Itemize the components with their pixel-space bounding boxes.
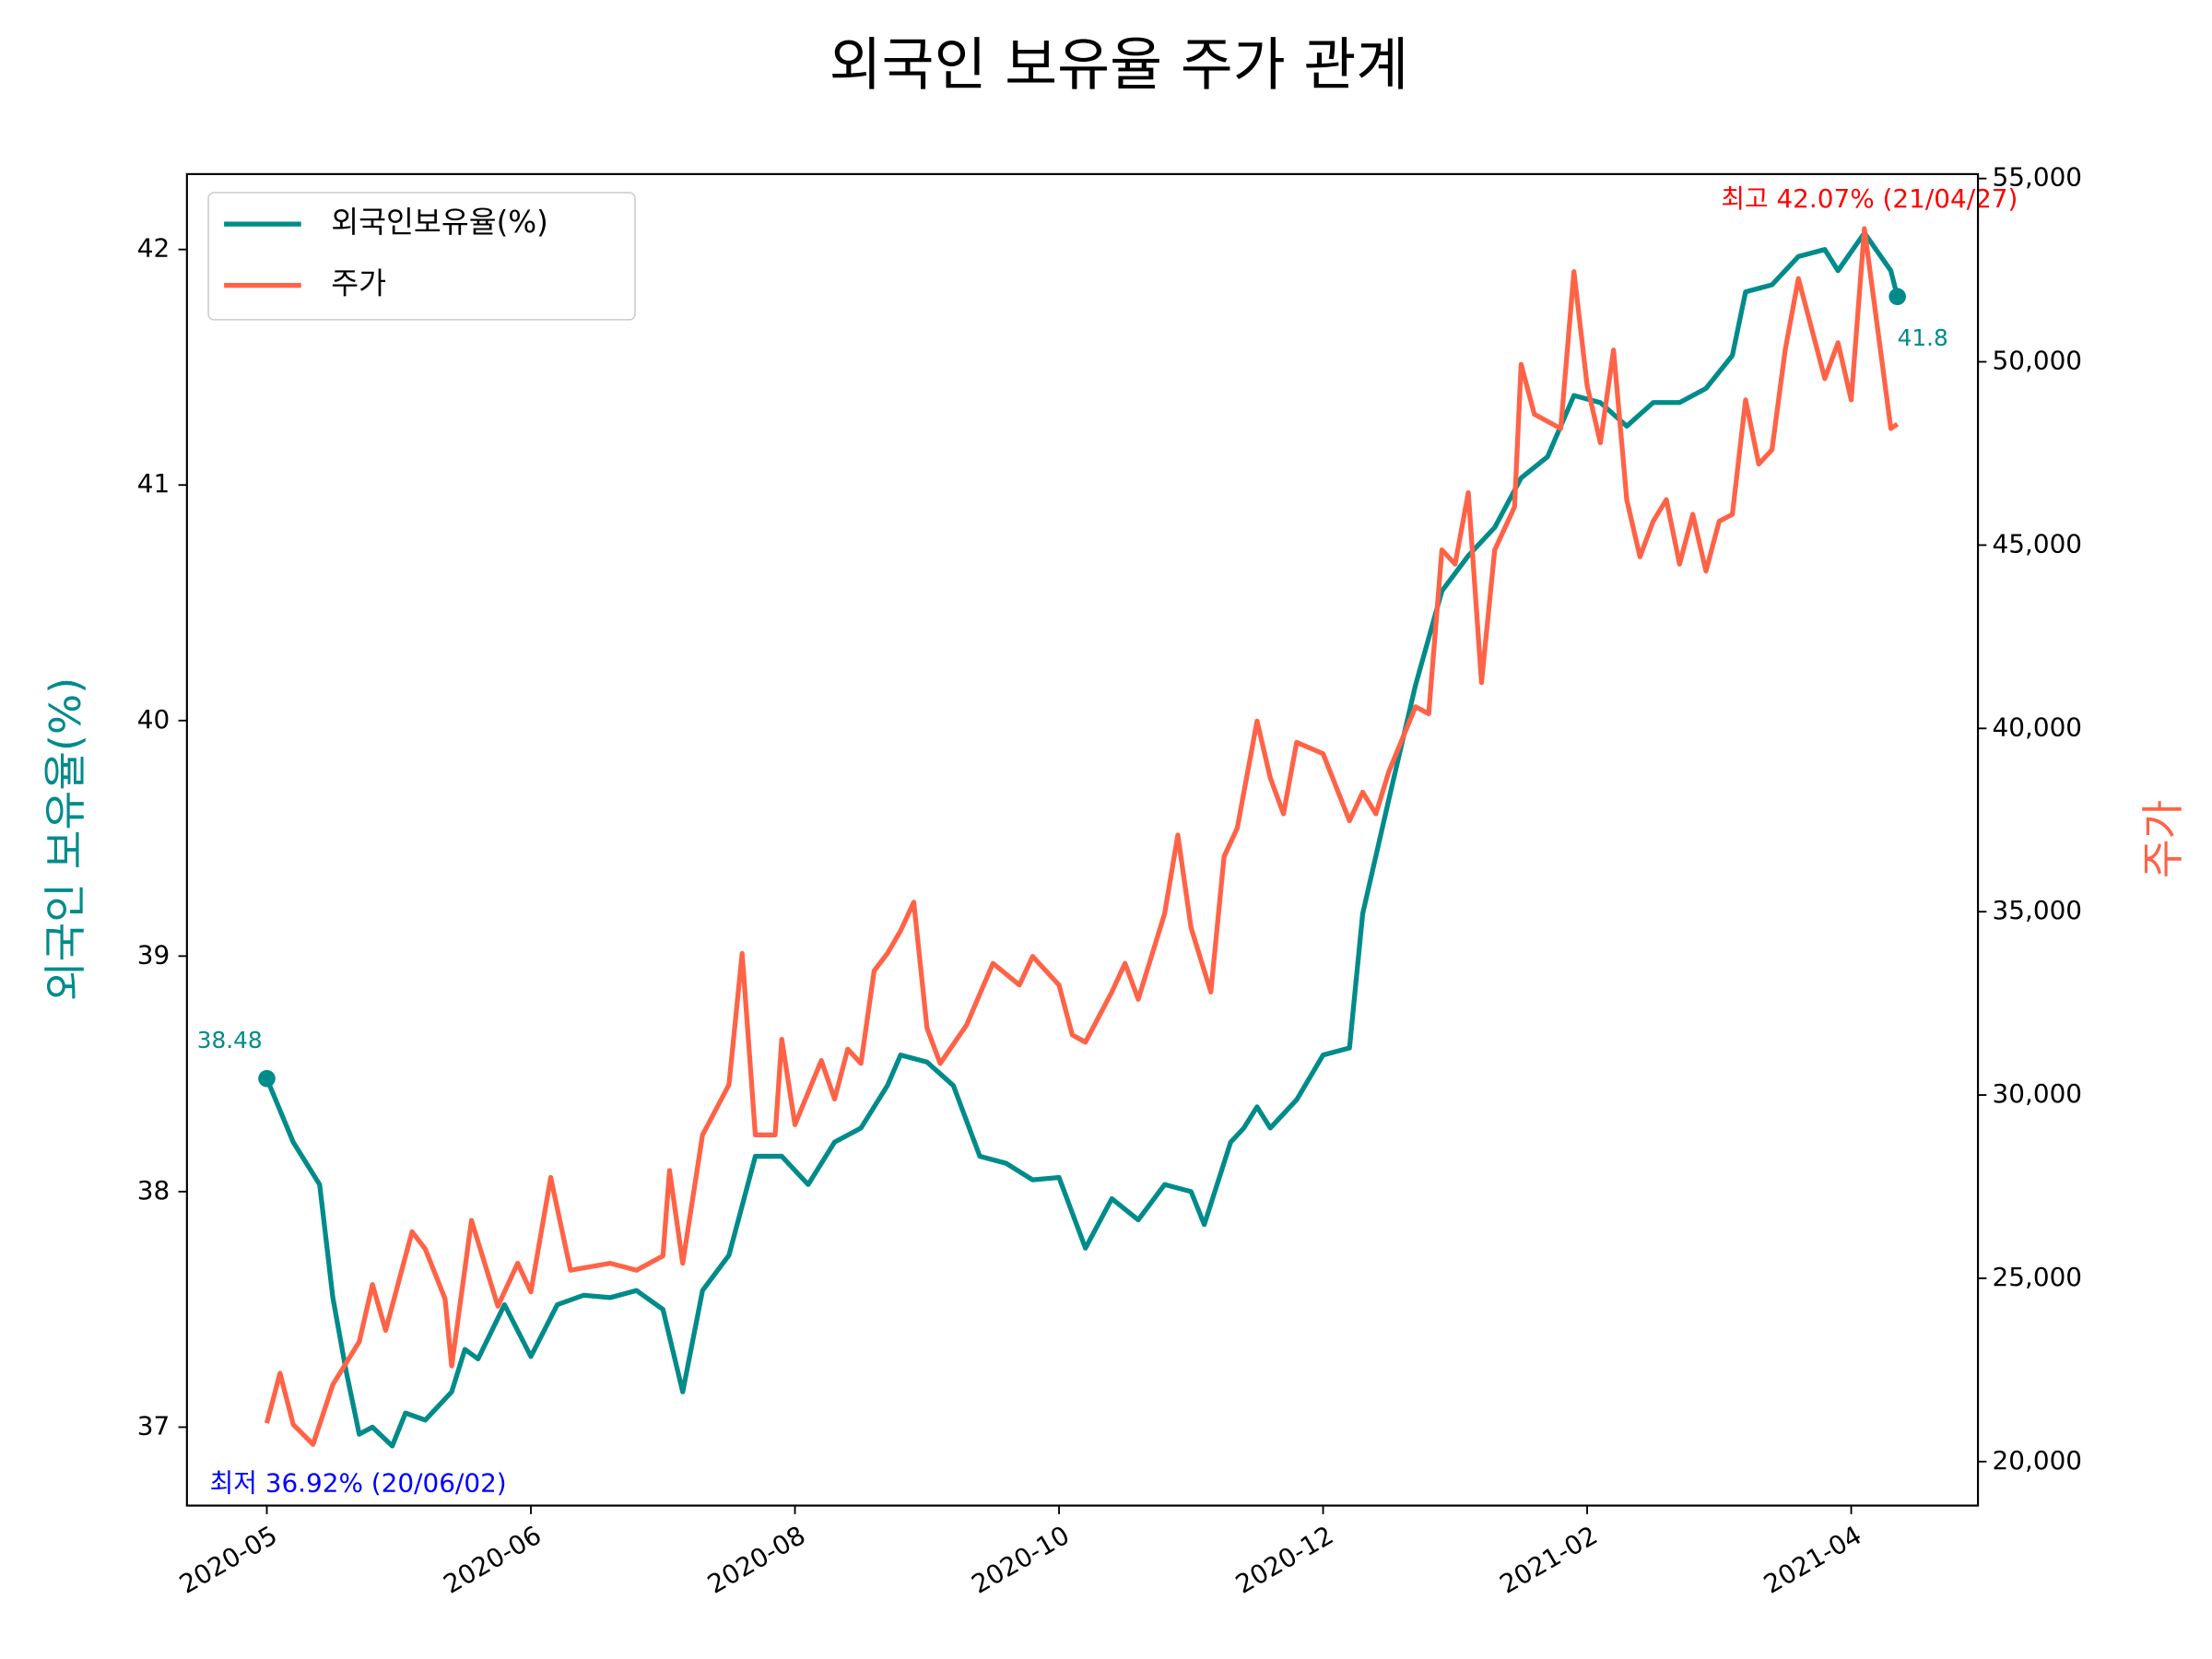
y2-tick-label: 25,000 <box>1993 1262 2082 1292</box>
y-axis-label: 외국인 보유율(%) <box>41 677 90 1001</box>
legend-label: 주가 <box>331 266 386 301</box>
x-tick-label: 2021-04 <box>1759 1520 1866 1600</box>
endpoint-label: 41.8 <box>1898 324 1948 351</box>
y-tick-label: 42 <box>137 233 170 264</box>
x-tick-label: 2020-12 <box>1230 1520 1338 1600</box>
legend-box <box>207 192 636 321</box>
x-tick-label: 2021-02 <box>1495 1520 1603 1600</box>
legend-label: 외국인보유율(%) <box>331 205 548 240</box>
x-tick-label: 2020-08 <box>702 1520 810 1600</box>
series-line <box>264 226 1900 1447</box>
y-tick-label: 38 <box>137 1175 170 1206</box>
x-tick-label: 2020-10 <box>967 1520 1075 1600</box>
chart-title: 외국인 보유율 주가 관계 <box>830 31 1409 98</box>
endpoint-label: 38.48 <box>197 1027 263 1053</box>
y2-tick-label: 45,000 <box>1993 528 2082 559</box>
y2-tick-label: 55,000 <box>1993 162 2082 193</box>
max-annotation: 최고 42.07% (21/04/27) <box>1721 183 2018 214</box>
series-line <box>265 230 1900 1449</box>
y2-tick-label: 40,000 <box>1993 712 2082 742</box>
plot-frame <box>185 172 1980 1507</box>
min-annotation: 최저 36.92% (20/06/02) <box>210 1467 507 1498</box>
y2-tick-label: 20,000 <box>1993 1445 2082 1476</box>
y-tick-label: 37 <box>137 1410 170 1441</box>
y-tick-label: 41 <box>137 468 170 499</box>
endpoint-marker <box>258 1069 276 1088</box>
legend: 외국인보유율(%) 주가 <box>207 192 636 321</box>
y2-tick-label: 50,000 <box>1993 346 2082 376</box>
y2-tick-label: 30,000 <box>1993 1078 2082 1109</box>
y2-tick-label: 35,000 <box>1993 895 2082 925</box>
x-tick-label: 2020-06 <box>438 1520 546 1600</box>
y-tick-label: 39 <box>137 939 170 970</box>
x-tick-label: 2020-05 <box>174 1520 282 1600</box>
endpoint-marker <box>1888 288 1906 306</box>
y-tick-label: 40 <box>137 704 170 735</box>
y2-axis-label: 주가 <box>2138 800 2188 878</box>
